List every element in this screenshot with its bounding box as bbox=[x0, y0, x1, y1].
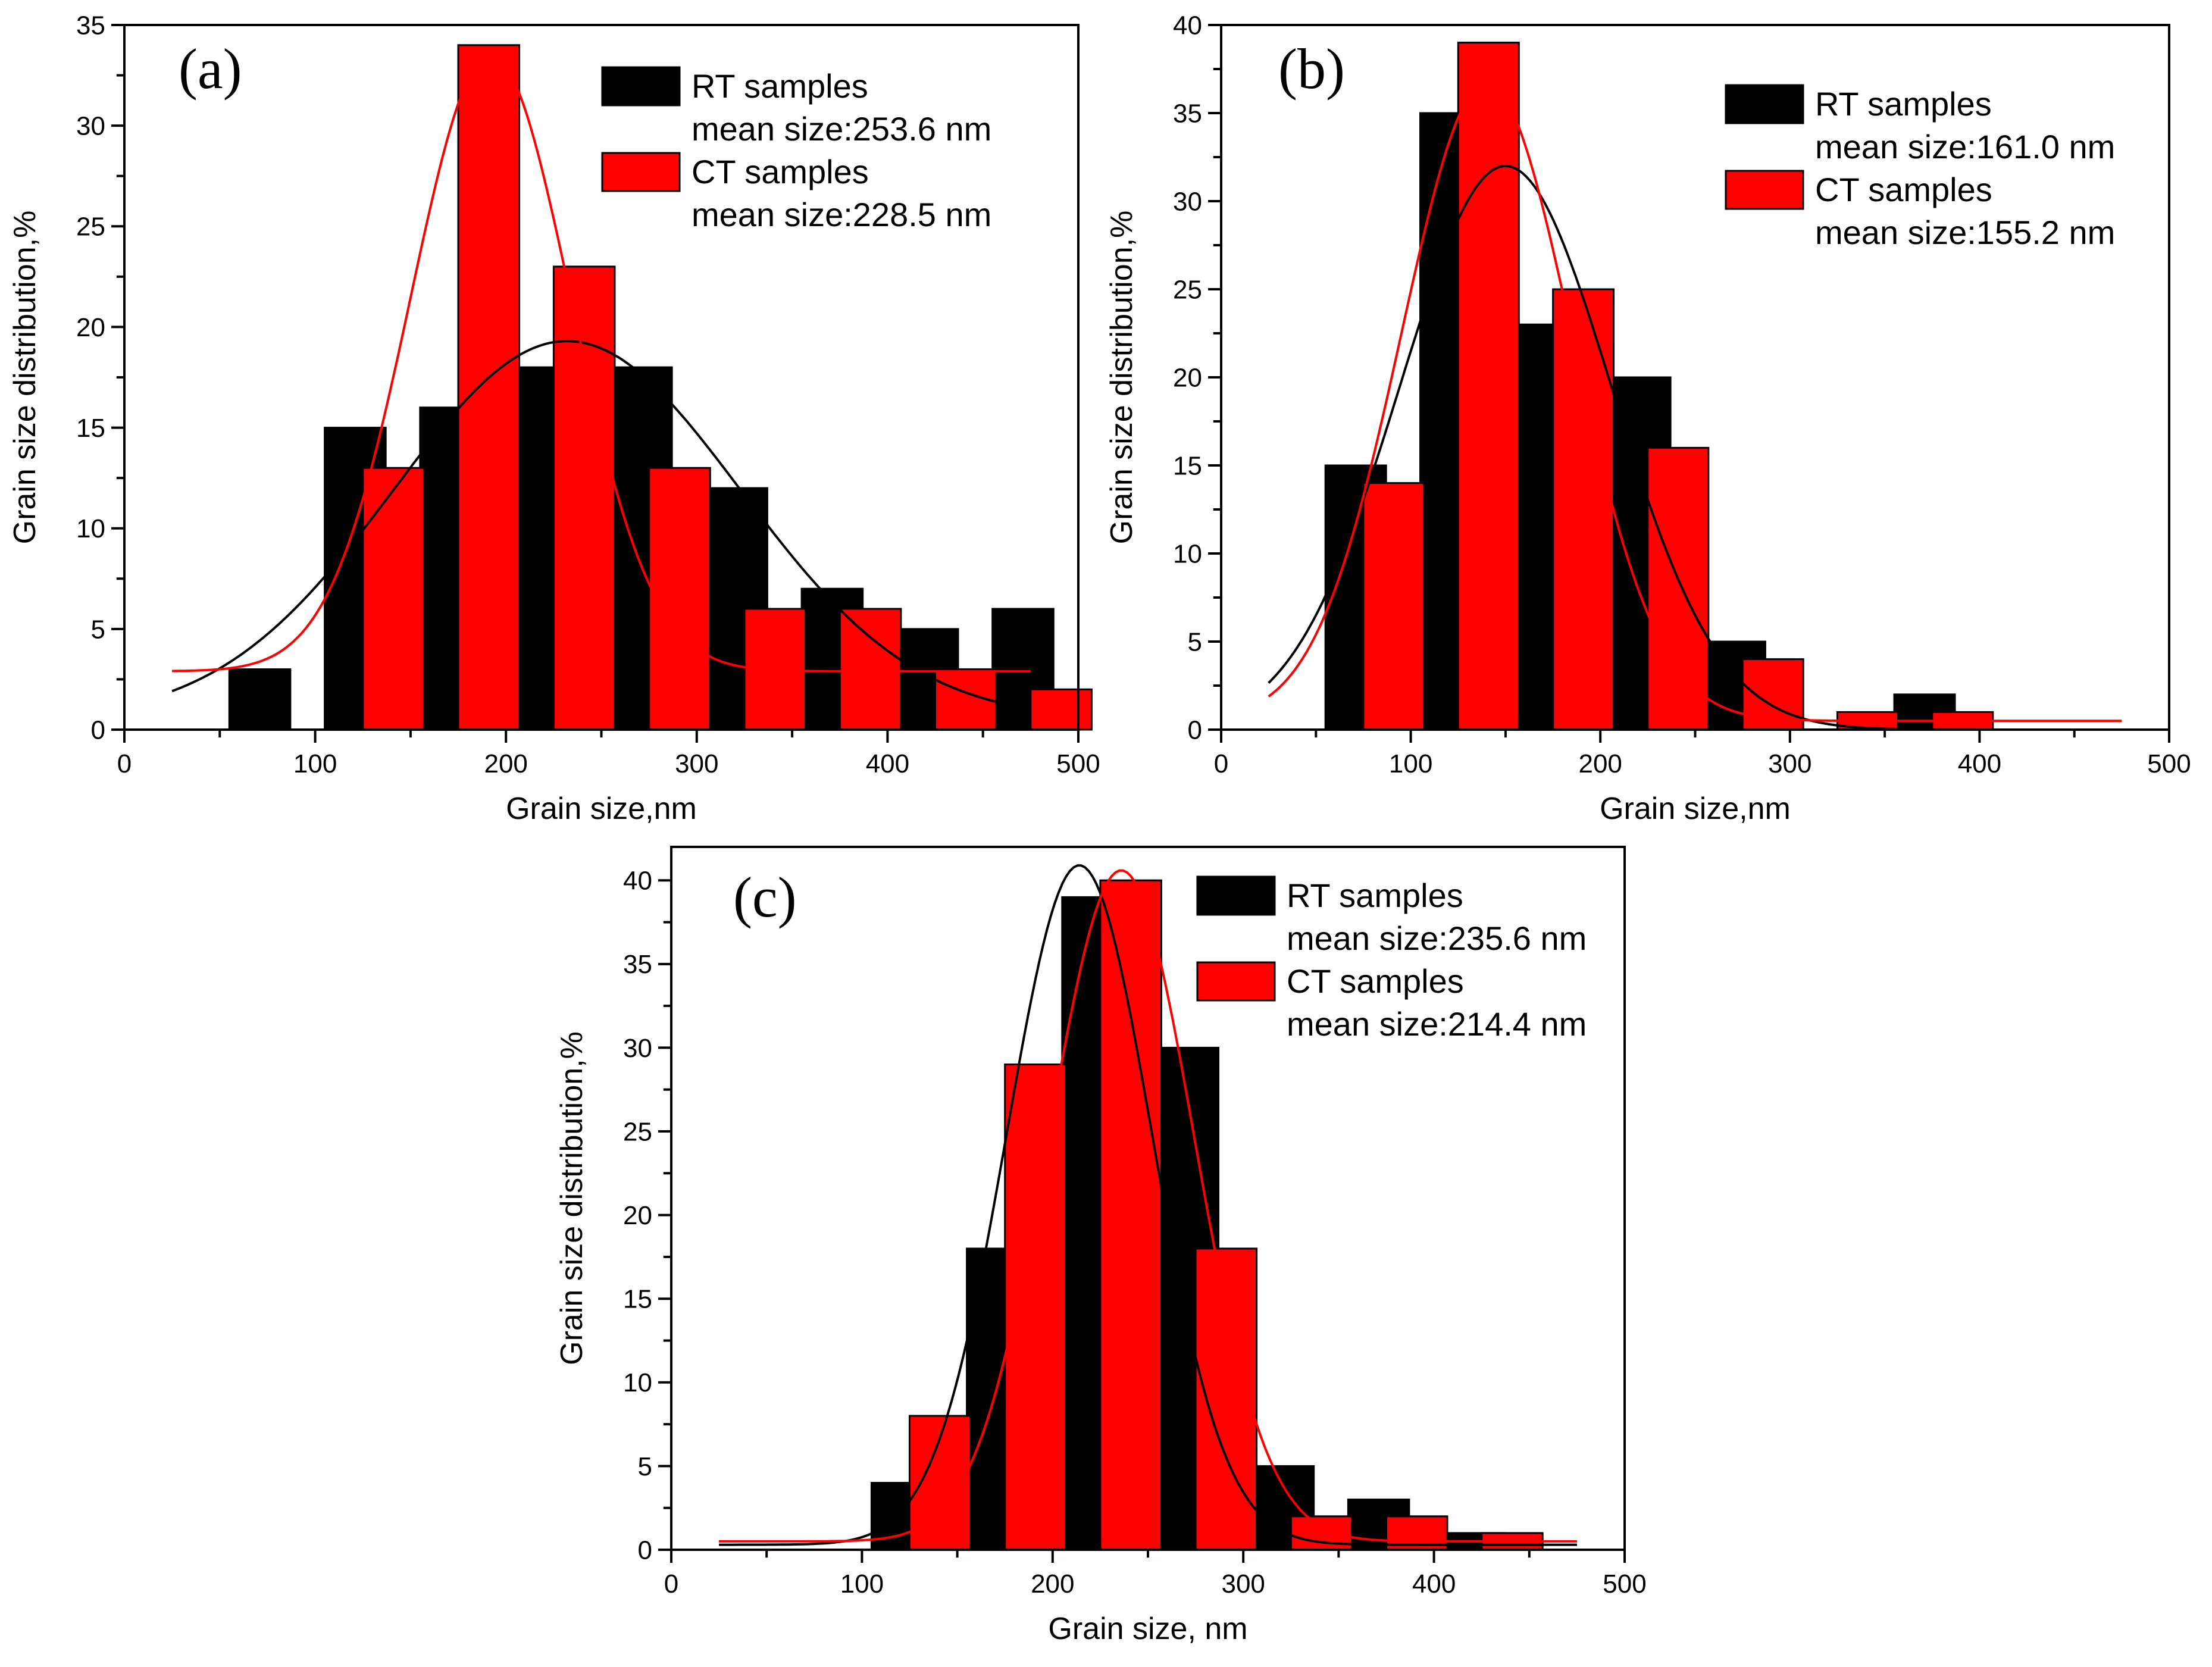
legend: RT samples mean size:235.6 nm CT samples me… bbox=[1196, 875, 1587, 1043]
x-tick-label: 100 bbox=[293, 749, 337, 778]
legend-label: RT samples bbox=[1815, 85, 1992, 123]
bar-ct bbox=[934, 668, 997, 731]
x-tick-label: 300 bbox=[1221, 1569, 1265, 1599]
y-tick-label: 0 bbox=[638, 1535, 652, 1565]
fit-curve-ct bbox=[1268, 82, 2122, 723]
x-tick-label: 0 bbox=[1214, 749, 1228, 778]
y-tick-label: 5 bbox=[1188, 627, 1202, 656]
x-tick-label: 100 bbox=[840, 1569, 884, 1599]
legend: RT samples mean size:253.6 nm CT samples me… bbox=[601, 66, 991, 233]
y-tick-label: 40 bbox=[623, 867, 652, 896]
legend-label: CT samples bbox=[1815, 171, 1992, 208]
x-tick-label: 500 bbox=[1056, 749, 1100, 778]
bar-ct bbox=[1004, 1064, 1067, 1551]
x-axis-title: Grain size,nm bbox=[1600, 792, 1791, 826]
x-tick-label: 200 bbox=[1031, 1569, 1074, 1599]
bar-ct bbox=[1099, 879, 1162, 1551]
fit-curve-rt bbox=[171, 340, 1031, 711]
legend-swatch-rt bbox=[1725, 84, 1804, 124]
x-tick-label: 400 bbox=[866, 749, 909, 778]
legend-label: RT samples bbox=[1287, 877, 1463, 914]
x-axis-title: Grain size,nm bbox=[506, 792, 697, 826]
y-tick-label: 30 bbox=[1173, 187, 1202, 216]
bar-ct bbox=[648, 467, 711, 731]
fit-curve-ct bbox=[172, 54, 1031, 673]
y-axis-title: Grain size distribution,% bbox=[555, 1031, 589, 1365]
y-tick-label: 5 bbox=[91, 615, 105, 644]
legend-mean-size: mean size:228.5 nm bbox=[692, 196, 991, 233]
bar-ct bbox=[1552, 288, 1615, 731]
bar-ct bbox=[839, 608, 902, 731]
y-axis-title: Grain size distribution,% bbox=[8, 211, 42, 545]
y-tick-label: 25 bbox=[76, 212, 105, 242]
bar-rt bbox=[228, 668, 292, 731]
x-tick-label: 0 bbox=[117, 749, 132, 778]
bar-ct bbox=[1457, 42, 1520, 731]
fit-curve-rt bbox=[719, 864, 1577, 1546]
x-tick-label: 100 bbox=[1389, 749, 1432, 778]
y-tick-label: 40 bbox=[1173, 11, 1202, 40]
x-tick-label: 0 bbox=[664, 1569, 678, 1599]
x-tick-label: 300 bbox=[675, 749, 718, 778]
legend-mean-size: mean size:161.0 nm bbox=[1815, 128, 2115, 165]
y-tick-label: 5 bbox=[638, 1452, 652, 1481]
y-tick-label: 30 bbox=[623, 1034, 652, 1063]
y-tick-label: 35 bbox=[623, 950, 652, 979]
chart-panel-3: 0 100 200 300 400 500 0 5 10 15 20 25 30 35 40 Grain si… bbox=[555, 846, 1647, 1646]
legend: RT samples mean size:161.0 nm CT samples me… bbox=[1725, 84, 2115, 251]
legend-swatch-rt bbox=[1196, 875, 1276, 916]
y-tick-label: 35 bbox=[76, 11, 105, 40]
y-tick-label: 20 bbox=[623, 1201, 652, 1230]
legend-mean-size: mean size:253.6 nm bbox=[692, 110, 991, 148]
legend-swatch-ct bbox=[1725, 170, 1804, 210]
x-axis-title: Grain size, nm bbox=[1048, 1612, 1247, 1646]
bar-ct bbox=[1647, 446, 1710, 731]
bar-ct bbox=[362, 467, 425, 731]
fit-curve-ct bbox=[719, 869, 1577, 1543]
x-tick-label: 200 bbox=[484, 749, 527, 778]
bar-ct bbox=[1194, 1247, 1258, 1551]
bar-ct bbox=[1030, 688, 1093, 731]
chart-panel-2: 0 100 200 300 400 500 0 5 10 15 20 25 30 35 40 Grain si… bbox=[1105, 11, 2191, 826]
legend-label: CT samples bbox=[1287, 962, 1464, 1000]
legend-label: RT samples bbox=[692, 67, 868, 105]
x-tick-label: 400 bbox=[1412, 1569, 1456, 1599]
x-tick-label: 500 bbox=[1603, 1569, 1646, 1599]
y-tick-label: 0 bbox=[91, 715, 105, 745]
legend-mean-size: mean size:235.6 nm bbox=[1287, 919, 1587, 957]
y-tick-label: 20 bbox=[1173, 363, 1202, 392]
y-tick-label: 10 bbox=[76, 514, 105, 543]
y-tick-label: 30 bbox=[76, 112, 105, 141]
y-tick-label: 15 bbox=[76, 414, 105, 443]
y-tick-label: 25 bbox=[623, 1117, 652, 1146]
chart-panel-1: 0 100 200 300 400 500 0 5 10 15 20 25 30 35 Grain size… bbox=[8, 11, 1100, 826]
legend-swatch-rt bbox=[601, 66, 681, 107]
bar-ct bbox=[1362, 482, 1425, 731]
x-tick-label: 500 bbox=[2147, 749, 2191, 778]
y-tick-label: 10 bbox=[623, 1368, 652, 1397]
y-tick-label: 15 bbox=[623, 1285, 652, 1314]
x-tick-label: 300 bbox=[1768, 749, 1811, 778]
y-tick-label: 35 bbox=[1173, 99, 1202, 128]
x-tick-label: 200 bbox=[1578, 749, 1622, 778]
bar-ct bbox=[552, 265, 616, 731]
legend-label: CT samples bbox=[692, 153, 869, 190]
panel-label: (c) bbox=[733, 865, 797, 929]
y-tick-label: 20 bbox=[76, 313, 105, 342]
panel-label: (b) bbox=[1278, 37, 1345, 101]
legend-mean-size: mean size:214.4 nm bbox=[1287, 1005, 1587, 1043]
y-tick-label: 0 bbox=[1188, 715, 1202, 745]
bar-ct bbox=[457, 44, 521, 731]
y-tick-label: 10 bbox=[1173, 539, 1202, 568]
x-tick-label: 400 bbox=[1958, 749, 2001, 778]
y-tick-label: 25 bbox=[1173, 275, 1202, 304]
legend-swatch-ct bbox=[1196, 961, 1276, 1002]
panel-label: (a) bbox=[179, 37, 242, 101]
y-tick-label: 15 bbox=[1173, 451, 1202, 480]
y-axis-title: Grain size distribution,% bbox=[1105, 211, 1139, 545]
legend-swatch-ct bbox=[601, 152, 681, 192]
legend-mean-size: mean size:155.2 nm bbox=[1815, 214, 2115, 251]
